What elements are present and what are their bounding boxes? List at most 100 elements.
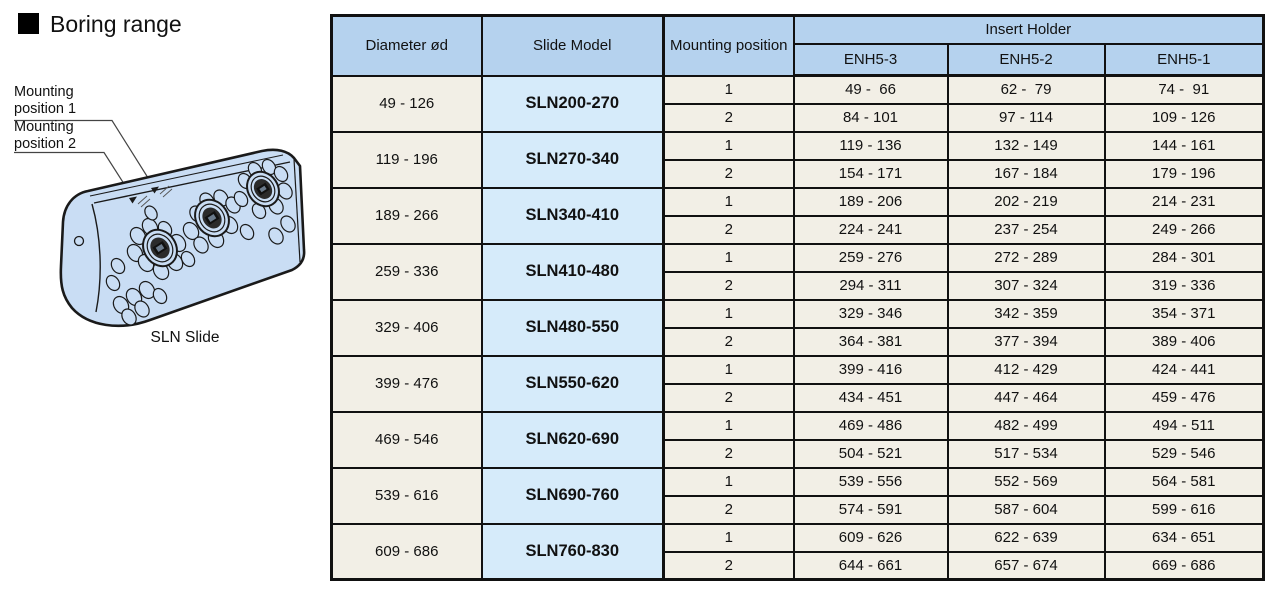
insert-holder-range-cell: 119 - 136 <box>792 130 949 161</box>
insert-holder-range-cell: 599 - 616 <box>1103 495 1265 525</box>
insert-holder-range-cell: 259 - 276 <box>792 242 949 273</box>
mounting-position-cell: 2 <box>662 495 795 525</box>
col-header-insert-holder: Insert Holder <box>792 14 1265 44</box>
insert-holder-range-cell: 434 - 451 <box>792 383 949 413</box>
slide-model-cell: SLN200-270 <box>480 74 665 133</box>
table-row: 189 - 266 SLN340-410 1 189 - 206 202 - 219 21… <box>330 186 1265 245</box>
insert-holder-range-cell: 482 - 499 <box>946 410 1106 441</box>
insert-holder-range-cell: 109 - 126 <box>1103 103 1265 133</box>
insert-holder-range-cell: 412 - 429 <box>946 354 1106 385</box>
insert-holder-range-cell: 294 - 311 <box>792 271 949 301</box>
table-row: 2 224 - 241 237 - 254 249 - 266 <box>332 215 1265 245</box>
heading-square-bullet <box>18 13 39 34</box>
clamp-bosses <box>142 170 280 268</box>
table-row: 2 364 - 381 377 - 394 389 - 406 <box>332 327 1265 357</box>
insert-holder-range-cell: 179 - 196 <box>1103 159 1265 189</box>
insert-holder-range-cell: 249 - 266 <box>1103 215 1265 245</box>
mounting-position-cell: 2 <box>662 271 795 301</box>
insert-holder-range-cell: 399 - 416 <box>792 354 949 385</box>
sln-slide-illustration <box>14 119 306 328</box>
insert-holder-range-cell: 214 - 231 <box>1103 186 1265 217</box>
table-row: 2 504 - 521 517 - 534 529 - 546 <box>332 439 1265 469</box>
col-header-enh5-3: ENH5-3 <box>792 42 949 77</box>
boring-range-panel: Boring range Mounting position 1 Mountin… <box>0 0 330 610</box>
insert-holder-range-cell: 202 - 219 <box>946 186 1106 217</box>
insert-holder-range-cell: 459 - 476 <box>1103 383 1265 413</box>
insert-holder-range-cell: 97 - 114 <box>946 103 1106 133</box>
insert-holder-range-cell: 74 - 91 <box>1103 74 1265 105</box>
mounting-position-cell: 2 <box>662 439 795 469</box>
mounting-position-cell: 1 <box>662 522 795 553</box>
col-header-mounting-position: Mounting position <box>662 14 795 77</box>
slide-model-cell: SLN410-480 <box>480 242 665 301</box>
mounting-position-cell: 1 <box>662 410 795 441</box>
mounting-position-cell: 1 <box>662 242 795 273</box>
mounting-position-cell: 1 <box>662 466 795 497</box>
insert-holder-range-cell: 669 - 686 <box>1103 551 1265 581</box>
illustration-caption: SLN Slide <box>150 329 220 346</box>
insert-holder-range-cell: 469 - 486 <box>792 410 949 441</box>
insert-holder-range-cell: 167 - 184 <box>946 159 1106 189</box>
insert-holder-range-cell: 364 - 381 <box>792 327 949 357</box>
diameter-range-cell: 119 - 196 <box>330 130 483 189</box>
insert-holder-range-cell: 517 - 534 <box>946 439 1106 469</box>
insert-holder-range-cell: 329 - 346 <box>792 298 949 329</box>
mounting-position-1-label: Mounting position 1 <box>14 84 77 117</box>
diameter-range-cell: 539 - 616 <box>330 466 483 525</box>
mounting-position-cell: 2 <box>662 383 795 413</box>
table-row: 329 - 406 SLN480-550 1 329 - 346 342 - 359 35… <box>330 298 1265 357</box>
diameter-range-cell: 469 - 546 <box>330 410 483 469</box>
table-row: 609 - 686 SLN760-830 1 609 - 626 622 - 639 63… <box>330 522 1265 581</box>
slide-model-cell: SLN690-760 <box>480 466 665 525</box>
diameter-range-cell: 259 - 336 <box>330 242 483 301</box>
insert-holder-range-cell: 587 - 604 <box>946 495 1106 525</box>
insert-holder-range-cell: 237 - 254 <box>946 215 1106 245</box>
table-row: 469 - 546 SLN620-690 1 469 - 486 482 - 499 49… <box>330 410 1265 469</box>
insert-holder-range-cell: 62 - 79 <box>946 74 1106 105</box>
slide-model-cell: SLN550-620 <box>480 354 665 413</box>
mounting-position-cell: 1 <box>662 74 795 105</box>
mounting-position-cell: 2 <box>662 551 795 581</box>
mounting-position-cell: 2 <box>662 327 795 357</box>
table-row: 2 644 - 661 657 - 674 669 - 686 <box>332 551 1265 581</box>
slide-model-cell: SLN340-410 <box>480 186 665 245</box>
diameter-range-cell: 399 - 476 <box>330 354 483 413</box>
mounting-position-2-label: Mounting position 2 <box>14 119 77 152</box>
table-row: 539 - 616 SLN690-760 1 539 - 556 552 - 569 56… <box>330 466 1265 525</box>
slide-model-cell: SLN620-690 <box>480 410 665 469</box>
slide-model-cell: SLN760-830 <box>480 522 665 581</box>
table-row: 119 - 196 SLN270-340 1 119 - 136 132 - 149 14… <box>330 130 1265 189</box>
insert-holder-range-cell: 307 - 324 <box>946 271 1106 301</box>
mounting-position-markers <box>129 186 159 204</box>
insert-holder-range-cell: 574 - 591 <box>792 495 949 525</box>
insert-holder-range-cell: 377 - 394 <box>946 327 1106 357</box>
insert-holder-range-cell: 389 - 406 <box>1103 327 1265 357</box>
insert-holder-range-cell: 284 - 301 <box>1103 242 1265 273</box>
insert-holder-range-cell: 342 - 359 <box>946 298 1106 329</box>
table-body: 49 - 126 SLN200-270 1 49 - 66 62 - 79 74 - 91… <box>330 74 1265 581</box>
table-row: 2 574 - 591 587 - 604 599 - 616 <box>332 495 1265 525</box>
insert-holder-range-cell: 447 - 464 <box>946 383 1106 413</box>
insert-holder-range-cell: 84 - 101 <box>792 103 949 133</box>
table-header: Diameter ød Slide Model Mounting positio… <box>330 14 1265 77</box>
section-heading-label: Boring range <box>50 11 182 37</box>
insert-holder-range-cell: 552 - 569 <box>946 466 1106 497</box>
insert-holder-range-cell: 319 - 336 <box>1103 271 1265 301</box>
slide-model-cell: SLN480-550 <box>480 298 665 357</box>
insert-holder-range-cell: 144 - 161 <box>1103 130 1265 161</box>
diameter-range-cell: 49 - 126 <box>330 74 483 133</box>
diameter-range-cell: 189 - 266 <box>330 186 483 245</box>
mounting-position-cell: 1 <box>662 354 795 385</box>
insert-holder-range-cell: 634 - 651 <box>1103 522 1265 553</box>
table-row: 259 - 336 SLN410-480 1 259 - 276 272 - 289 28… <box>330 242 1265 301</box>
insert-holder-range-cell: 494 - 511 <box>1103 410 1265 441</box>
mounting-position-cell: 2 <box>662 103 795 133</box>
section-heading: Boring range <box>18 11 182 37</box>
table-row: 2 84 - 101 97 - 114 109 - 126 <box>332 103 1265 133</box>
table-row: 2 434 - 451 447 - 464 459 - 476 <box>332 383 1265 413</box>
engraved-marks <box>137 185 173 208</box>
boring-range-table: Diameter ød Slide Model Mounting positio… <box>330 14 1265 581</box>
insert-holder-range-cell: 529 - 546 <box>1103 439 1265 469</box>
table-row: 2 154 - 171 167 - 184 179 - 196 <box>332 159 1265 189</box>
